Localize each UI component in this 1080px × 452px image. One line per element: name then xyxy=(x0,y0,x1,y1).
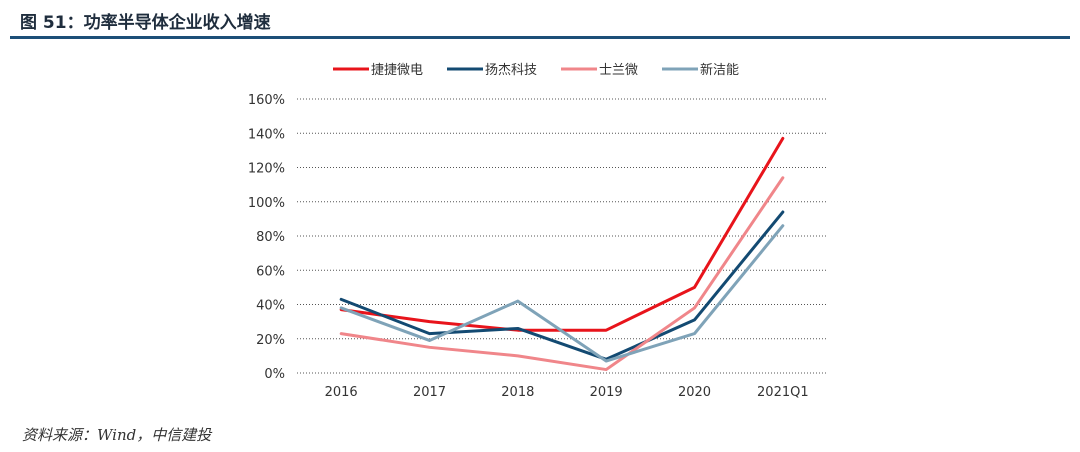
chart-legend: 捷捷微电 扬杰科技 士兰微 新洁能 xyxy=(333,62,739,78)
x-tick-label: 2017 xyxy=(413,385,446,400)
legend-label: 士兰微 xyxy=(599,63,638,78)
y-axis: 0% 20% 40% 60% 80% 100% 120% 140% 160% xyxy=(248,93,285,382)
x-tick-label: 2019 xyxy=(590,385,623,400)
x-axis: 2016 2017 2018 2019 2020 2021Q1 xyxy=(325,385,809,400)
y-tick-label: 140% xyxy=(248,127,285,142)
y-tick-label: 60% xyxy=(256,264,285,279)
series-line xyxy=(339,210,785,361)
y-tick-label: 100% xyxy=(248,196,285,211)
chart-grid xyxy=(297,98,827,374)
y-tick-label: 20% xyxy=(256,333,285,348)
y-tick-label: 0% xyxy=(264,367,285,382)
legend-label: 新洁能 xyxy=(700,62,739,78)
figure-title: 图 51：功率半导体企业收入增速 xyxy=(20,13,271,33)
y-tick-label: 120% xyxy=(248,162,285,177)
y-tick-label: 80% xyxy=(256,230,285,245)
series-line xyxy=(339,176,785,372)
y-tick-label: 40% xyxy=(256,299,285,314)
legend-label: 扬杰科技 xyxy=(485,63,537,78)
legend-label: 捷捷微电 xyxy=(371,63,423,78)
y-tick-label: 160% xyxy=(248,93,285,108)
x-tick-label: 2020 xyxy=(678,385,711,400)
x-tick-label: 2018 xyxy=(501,385,534,400)
x-tick-label: 2021Q1 xyxy=(757,385,809,400)
x-tick-label: 2016 xyxy=(325,385,358,400)
series-line xyxy=(339,224,785,363)
source-note: 资料来源：Wind，中信建投 xyxy=(22,426,212,444)
chart-series xyxy=(339,136,785,372)
title-divider xyxy=(10,36,1070,39)
